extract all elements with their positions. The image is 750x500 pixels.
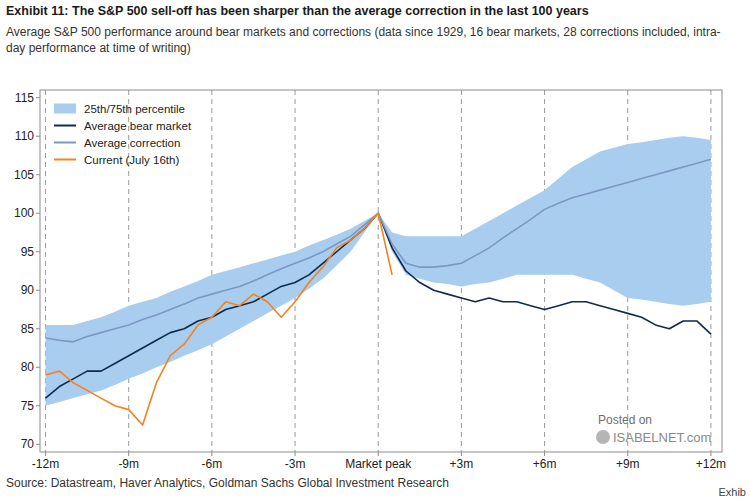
y-tick — [36, 97, 40, 98]
watermark-icon — [596, 430, 610, 444]
x-tick-label: -6m — [202, 457, 223, 471]
legend-swatch — [54, 142, 76, 144]
y-tick-label: 70 — [21, 437, 35, 451]
source: Source: Datastream, Haver Analytics, Gol… — [6, 476, 449, 490]
series-line — [46, 213, 393, 425]
x-tick — [211, 452, 212, 456]
y-tick-label: 90 — [21, 283, 35, 297]
x-tick-label: -3m — [285, 457, 306, 471]
x-tick-label: -9m — [118, 457, 139, 471]
y-tick-label: 105 — [14, 168, 34, 182]
title: Exhibit 11: The S&P 500 sell-off has bee… — [6, 4, 746, 18]
x-tick — [710, 452, 711, 456]
series-line — [46, 213, 711, 398]
legend-label: Average correction — [84, 137, 180, 149]
x-tick-label: +9m — [616, 457, 640, 471]
y-tick-label: 75 — [21, 399, 35, 413]
x-tick — [627, 452, 628, 456]
watermark-text: Posted on — [598, 413, 652, 427]
data-group — [46, 136, 711, 425]
legend-swatch — [54, 159, 76, 161]
y-tick — [36, 290, 40, 291]
y-tick-label: 95 — [21, 245, 35, 259]
y-tick — [36, 328, 40, 329]
plot-frame — [40, 90, 722, 452]
x-tick — [45, 452, 46, 456]
y-tick — [36, 213, 40, 214]
legend-label: Current (July 16th) — [84, 154, 179, 166]
x-tick — [295, 452, 296, 456]
y-tick — [36, 444, 40, 445]
legend-swatch — [54, 104, 76, 114]
legend-swatch — [54, 125, 76, 127]
x-tick-label: -12m — [32, 457, 59, 471]
y-tick — [36, 367, 40, 368]
grid-line — [378, 90, 379, 452]
y-tick-label: 100 — [14, 206, 34, 220]
y-tick — [36, 174, 40, 175]
x-tick-label: +3m — [450, 457, 474, 471]
x-tick — [461, 452, 462, 456]
chart: 70 75 80 85 90 95 100 105 110 115 -12m -9m -6m -3m Mar… — [0, 0, 750, 500]
plot-area — [40, 90, 722, 452]
subtitle: Average S&P 500 performance around bear … — [6, 24, 726, 56]
y-tick-label: 80 — [21, 360, 35, 374]
x-tick-label: Market peak — [345, 457, 412, 471]
y-tick-label: 85 — [21, 322, 35, 336]
y-tick-label: 110 — [15, 129, 34, 143]
grid-line — [211, 90, 212, 452]
series-line — [46, 159, 711, 342]
x-tick — [544, 452, 545, 456]
x-tick-label: +12m — [696, 457, 726, 471]
y-tick — [36, 136, 40, 137]
percentile-band — [46, 136, 711, 406]
y-tick — [36, 405, 40, 406]
x-tick-label: +6m — [533, 457, 557, 471]
legend-label: 25th/75th percentile — [84, 103, 185, 115]
x-tick — [128, 452, 129, 456]
y-tick-label: 115 — [15, 91, 34, 105]
legend-label: Average bear market — [84, 120, 192, 132]
x-tick — [378, 452, 379, 456]
exhibit-fragment: Exhib — [718, 486, 746, 498]
y-tick — [36, 251, 40, 252]
watermark-text: ISABELNET.com — [613, 430, 711, 445]
